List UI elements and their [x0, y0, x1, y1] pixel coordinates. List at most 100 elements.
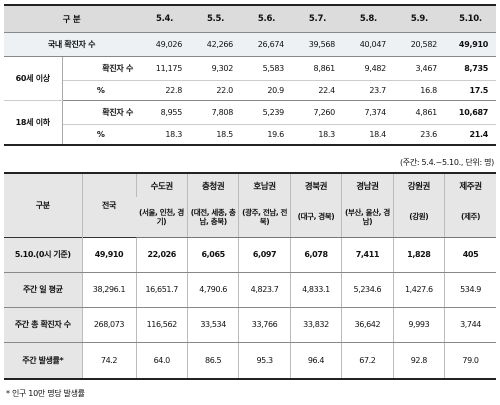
date-header: 5.8. — [342, 4, 394, 33]
cell: 86.5 — [186, 342, 239, 380]
regional-cases-table: 구분 전국 수도권 충청권 호남권 경북권 경남권 강원권 제주권 (서울, 인… — [4, 172, 496, 380]
group-label: 60세 이상 — [4, 56, 63, 101]
date-header: 5.5. — [190, 4, 241, 33]
region-subtitle: (대구, 경북) — [289, 197, 342, 238]
cases-label: 확진자 수 — [62, 56, 140, 81]
cases-label: 확진자 수 — [62, 100, 140, 125]
cell: 4,833.1 — [289, 272, 342, 308]
region-name: 수도권 — [135, 172, 188, 197]
cell: 6,078 — [289, 236, 342, 273]
region-name: 경북권 — [289, 172, 342, 197]
footnote: * 인구 10만 명당 발생률 — [6, 389, 85, 398]
cell: 3,744 — [444, 307, 496, 343]
row-label: 주간 일 평균 — [4, 272, 82, 308]
cell: 20.9 — [240, 80, 292, 101]
cell: 26,674 — [240, 32, 292, 57]
row-label: 주간 총 확진자 수 — [4, 307, 82, 343]
cell: 6,097 — [238, 236, 291, 273]
region-sub-row: (서울, 인천, 경기) (대전, 세종, 충남, 충북) (광주, 전남, 전… — [4, 197, 496, 238]
region-name-row: 구분 전국 수도권 충청권 호남권 경북권 경남권 강원권 제주권 — [4, 172, 496, 237]
cell: 20,582 — [393, 32, 445, 57]
cell: 268,073 — [81, 307, 136, 343]
cell: 38,296.1 — [81, 272, 136, 308]
table1-header-row: 구 분 5.4. 5.5. 5.6. 5.7. 5.8. 5.9. 5.10. — [4, 4, 496, 33]
cell: 5,239 — [240, 100, 292, 125]
date-header: 5.6. — [240, 4, 292, 33]
cell: 22.4 — [291, 80, 343, 101]
cell: 7,374 — [342, 100, 394, 125]
cell: 16,651.7 — [135, 272, 188, 308]
cell: 9,302 — [190, 56, 241, 81]
row-label: 5.10.(0시 기준) — [4, 236, 82, 273]
cell: 49,910 — [81, 236, 136, 273]
group60-cases-row: 60세 이상 확진자 수 11,175 9,302 5,583 8,861 9,… — [4, 56, 496, 101]
table-row: 5.10.(0시 기준) 49,910 22,026 6,065 6,097 6… — [4, 236, 496, 273]
table-row: 주간 일 평균 38,296.1 16,651.7 4,790.6 4,823.… — [4, 272, 496, 308]
region-subtitle: (광주, 전남, 전북) — [238, 197, 291, 238]
corner-label: 구분 — [4, 172, 82, 237]
table-row: 주간 총 확진자 수 268,073 116,562 33,534 33,766… — [4, 307, 496, 343]
region-name: 제주권 — [444, 172, 496, 197]
cell: 7,808 — [190, 100, 241, 125]
cell: 17.5 — [444, 80, 496, 101]
cell: 4,823.7 — [238, 272, 291, 308]
national-label: 전국 — [81, 172, 136, 237]
cell: 49,026 — [139, 32, 190, 57]
group18-pct-row: % 18.3 18.5 19.6 18.3 18.4 23.6 21.4 — [4, 124, 496, 146]
cell: 33,832 — [289, 307, 342, 343]
group60-pct-row: % 22.8 22.0 20.9 22.4 23.7 16.8 17.5 — [4, 80, 496, 101]
cell: 8,955 — [139, 100, 190, 125]
cell: 67.2 — [341, 342, 394, 380]
cell: 405 — [444, 236, 496, 273]
date-header: 5.7. — [291, 4, 343, 33]
region-subtitle: (대전, 세종, 충남, 충북) — [186, 197, 239, 238]
cell: 22.8 — [139, 80, 190, 101]
region-subtitle: (서울, 인천, 경기) — [136, 197, 188, 238]
region-subtitle: (제주) — [444, 197, 496, 238]
cell: 23.7 — [342, 80, 394, 101]
cell: 116,562 — [135, 307, 188, 343]
cell: 7,260 — [291, 100, 343, 125]
total-cases-label: 국내 확진자 수 — [4, 32, 140, 57]
pct-label: % — [62, 124, 140, 146]
cell: 19.6 — [240, 124, 292, 146]
cell: 40,047 — [342, 32, 394, 57]
total-cases-row: 국내 확진자 수 49,026 42,266 26,674 39,568 40,… — [4, 32, 496, 57]
cell: 33,766 — [238, 307, 291, 343]
group-label: 18세 이하 — [4, 100, 63, 146]
cell: 1,427.6 — [392, 272, 445, 308]
age-cases-table: 구 분 5.4. 5.5. 5.6. 5.7. 5.8. 5.9. 5.10. … — [4, 4, 496, 146]
date-header: 5.4. — [139, 4, 190, 33]
cell: 1,828 — [392, 236, 445, 273]
cell: 6,065 — [186, 236, 239, 273]
cell: 96.4 — [289, 342, 342, 380]
cell: 33,534 — [186, 307, 239, 343]
cell: 4,861 — [393, 100, 445, 125]
row-label: 주간 발생률* — [4, 342, 82, 380]
cell: 92.8 — [392, 342, 445, 380]
cell: 95.3 — [238, 342, 291, 380]
table1-header-label: 구 분 — [4, 4, 140, 33]
region-subtitle: (강원) — [392, 197, 445, 238]
cell: 3,467 — [393, 56, 445, 81]
cell: 18.4 — [342, 124, 394, 146]
cell: 74.2 — [81, 342, 136, 380]
cell: 79.0 — [444, 342, 496, 380]
cell: 36,642 — [341, 307, 394, 343]
cell: 22.0 — [190, 80, 241, 101]
cell: 11,175 — [139, 56, 190, 81]
cell: 16.8 — [393, 80, 445, 101]
cell: 18.5 — [190, 124, 241, 146]
pct-label: % — [62, 80, 140, 101]
cell: 534.9 — [444, 272, 496, 308]
date-header: 5.10. — [444, 4, 496, 33]
cell: 8,735 — [444, 56, 496, 81]
cell: 42,266 — [190, 32, 241, 57]
cell: 9,482 — [342, 56, 394, 81]
cell: 21.4 — [444, 124, 496, 146]
cell: 5,583 — [240, 56, 292, 81]
region-name: 강원권 — [392, 172, 445, 197]
region-name: 호남권 — [238, 172, 291, 197]
unit-note: (주간: 5.4.~5.10., 단위: 명) — [399, 158, 494, 167]
cell: 18.3 — [291, 124, 343, 146]
